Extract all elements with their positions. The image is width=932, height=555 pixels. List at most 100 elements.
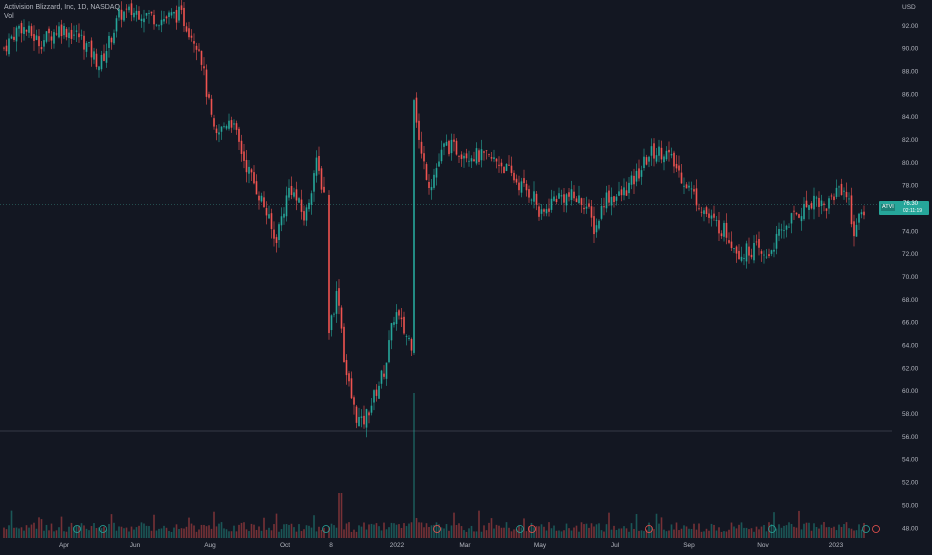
candle-body: [410, 339, 413, 351]
volume-bar: [448, 530, 450, 538]
time-tick-label: Mar: [459, 542, 471, 549]
volume-bar: [738, 524, 740, 538]
volume-bar: [43, 530, 45, 538]
volume-bar: [483, 525, 485, 538]
candle-body: [20, 23, 23, 34]
volume-bar: [488, 522, 490, 538]
volume-bar: [720, 531, 723, 538]
volume-bar: [678, 530, 680, 538]
volume-bar: [90, 526, 93, 538]
candle-body: [860, 212, 863, 215]
event-marker-icon[interactable]: [645, 525, 653, 533]
volume-bar: [498, 525, 500, 538]
volume-bar: [368, 524, 370, 538]
volume-bar: [845, 522, 848, 538]
volume-bar: [833, 526, 835, 538]
volume-bar: [170, 531, 173, 538]
volume-bar: [83, 525, 85, 538]
candle-body: [763, 254, 765, 256]
candle-body: [245, 159, 248, 173]
candle-body: [828, 198, 830, 209]
volume-bar: [798, 510, 800, 538]
event-marker-icon[interactable]: [528, 525, 536, 533]
candle-body: [373, 390, 375, 403]
volume-label[interactable]: Vol: [4, 13, 14, 20]
volume-bar: [758, 529, 760, 538]
candle-body: [348, 373, 350, 382]
event-marker-icon[interactable]: [516, 525, 524, 533]
volume-bar: [485, 530, 488, 538]
candle-body: [540, 209, 543, 214]
price-tick-label: 60.00: [902, 388, 919, 395]
candle-body: [165, 16, 168, 19]
volume-bar: [313, 515, 315, 538]
price-tick-label: 68.00: [902, 297, 919, 304]
candle-body: [8, 38, 10, 55]
event-marker-icon[interactable]: [872, 525, 880, 533]
volume-bar: [413, 393, 415, 538]
volume-bar: [295, 531, 298, 538]
candle-body: [678, 165, 680, 171]
volume-bar: [373, 524, 375, 538]
volume-bar: [785, 525, 788, 538]
volume-bar: [560, 531, 563, 538]
candle-body: [633, 175, 635, 185]
candle-body: [655, 155, 658, 162]
volume-bar: [790, 523, 793, 538]
candle-body: [755, 241, 758, 243]
candle-body: [498, 164, 500, 166]
volume-bar: [673, 529, 675, 538]
event-marker-icon[interactable]: [99, 525, 107, 533]
event-marker-icon[interactable]: [322, 525, 330, 533]
volume-bar: [280, 529, 283, 538]
volume-bar: [653, 529, 655, 538]
volume-bar: [113, 522, 115, 538]
volume-bar: [163, 525, 165, 538]
event-marker-icon[interactable]: [433, 525, 441, 533]
volume-bar: [70, 522, 73, 538]
volume-bar: [825, 527, 828, 538]
candle-body: [155, 24, 158, 26]
volume-bar: [30, 524, 33, 538]
volume-bar: [615, 529, 618, 538]
candle-body: [260, 195, 263, 202]
volume-bar: [28, 527, 30, 538]
candle-body: [118, 9, 120, 18]
volume-bar: [290, 523, 293, 538]
volume-bar: [815, 526, 818, 538]
volume-bar: [255, 529, 258, 538]
volume-bar: [18, 528, 20, 538]
volume-bar: [658, 523, 660, 538]
candle-body: [460, 154, 463, 159]
candle-body: [133, 12, 135, 18]
event-marker-icon[interactable]: [768, 525, 776, 533]
symbol-title[interactable]: Activision Blizzard, Inc, 1D, NASDAQ: [4, 4, 120, 11]
candle-body: [45, 31, 48, 42]
volume-bar: [700, 531, 703, 538]
candle-body: [538, 206, 540, 217]
event-marker-icon[interactable]: [862, 525, 870, 533]
event-markers[interactable]: [73, 525, 880, 533]
volume-bar: [830, 527, 833, 538]
candle-body: [803, 203, 805, 220]
price-tick-label: 74.00: [902, 228, 919, 235]
candle-body: [53, 32, 55, 44]
candle-body: [230, 120, 233, 128]
volume-bar: [420, 522, 423, 538]
volume-bar: [393, 523, 395, 538]
volume-bar: [528, 526, 530, 538]
bar-countdown: 02:11:19: [903, 208, 923, 214]
volume-bar: [703, 531, 705, 538]
candle-body: [380, 370, 383, 384]
candle-body: [103, 53, 105, 61]
candle-body: [63, 25, 65, 36]
volume-bar: [535, 526, 538, 538]
event-marker-icon[interactable]: [73, 525, 81, 533]
volume-bar: [613, 525, 615, 538]
candle-body: [818, 197, 820, 207]
volume-bar: [695, 529, 698, 538]
candle-body: [458, 155, 460, 157]
candle-body: [568, 192, 570, 197]
